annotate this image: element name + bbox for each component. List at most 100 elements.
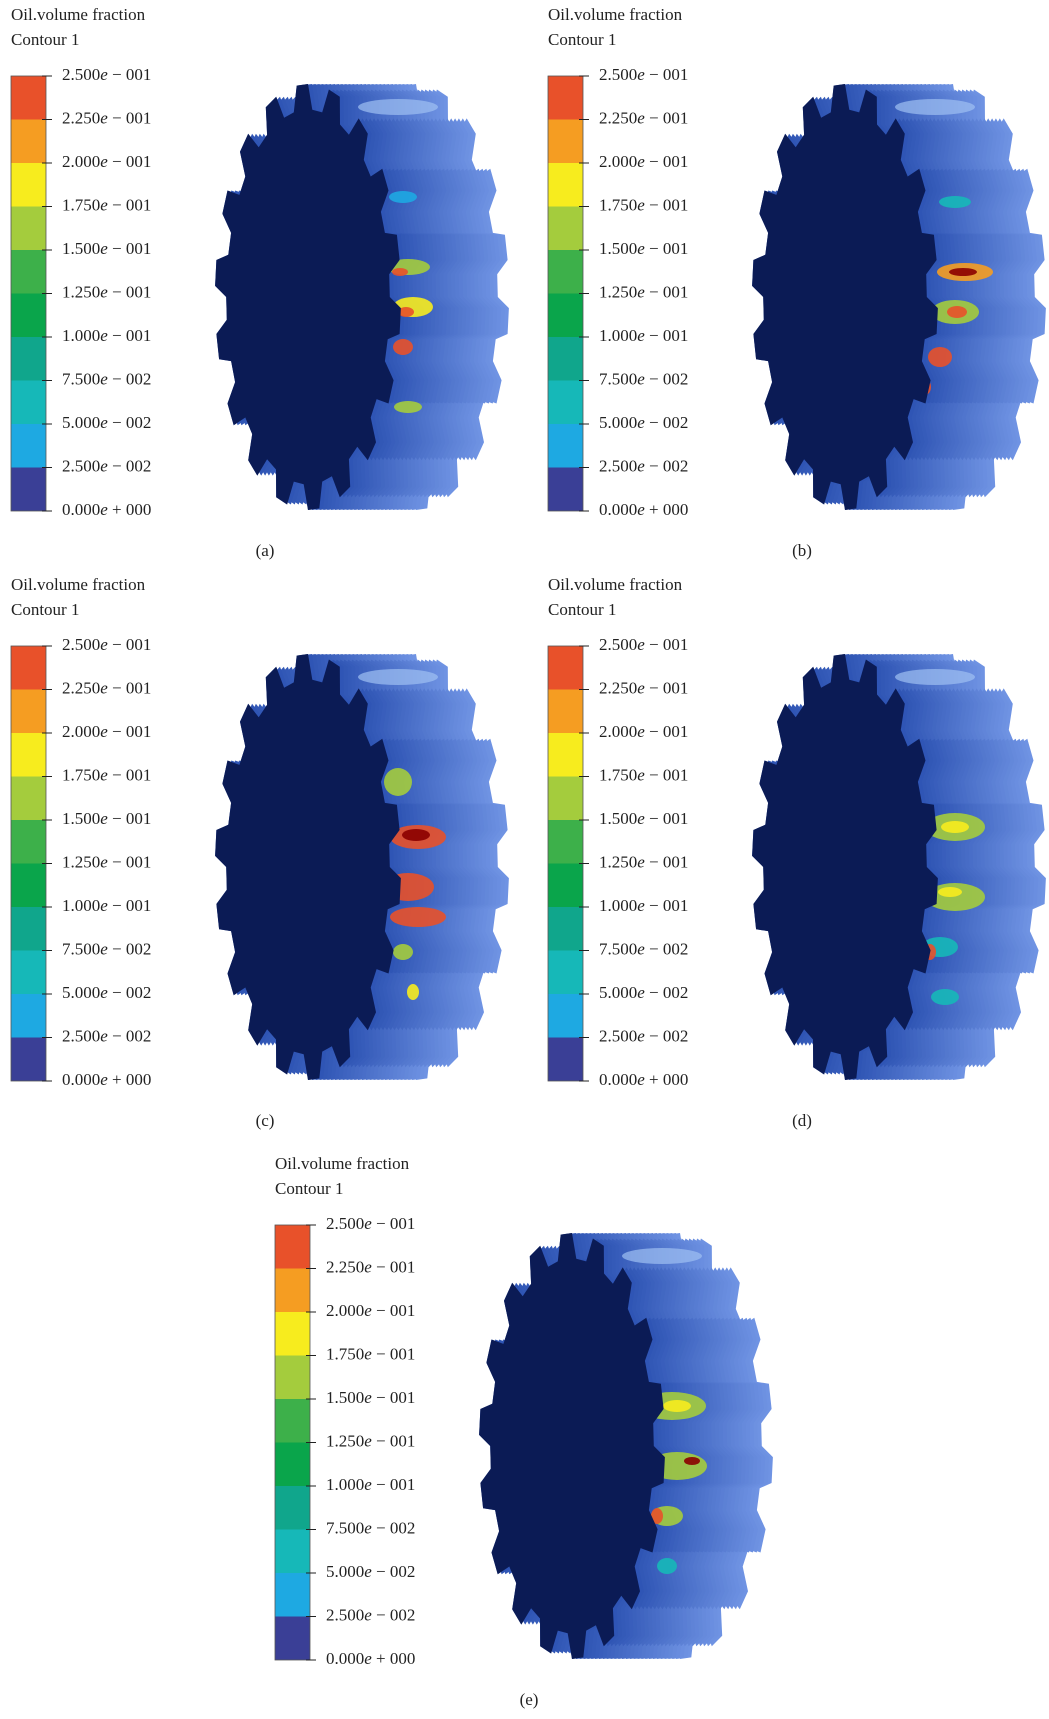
colorbar-segment: [11, 207, 46, 251]
oil-patch: [402, 829, 430, 841]
colorbar-label: 2.500e − 002: [62, 456, 151, 475]
oil-patch: [941, 821, 969, 833]
colorbar-segment: [548, 864, 583, 908]
oil-patch: [393, 339, 413, 355]
colorbar-label: 2.250e − 001: [326, 1257, 415, 1276]
colorbar-segment: [11, 424, 46, 468]
oil-patch: [928, 347, 952, 367]
colorbar-label: 2.500e − 001: [326, 1214, 415, 1233]
legend-title: Oil.volume fraction: [275, 1154, 410, 1173]
colorbar-label: 2.250e − 001: [599, 108, 688, 127]
colorbar-label: 2.000e − 001: [62, 722, 151, 741]
colorbar-label: 0.000e + 000: [62, 1070, 151, 1089]
colorbar-segment: [275, 1399, 310, 1443]
oil-patch: [931, 989, 959, 1005]
colorbar-segment: [11, 820, 46, 864]
colorbar-label: 0.000e + 000: [62, 500, 151, 519]
colorbar-segment: [548, 994, 583, 1038]
colorbar-label: 2.500e − 002: [62, 1026, 151, 1045]
colorbar-label: 1.750e − 001: [62, 765, 151, 784]
colorbar-segment: [548, 777, 583, 821]
colorbar-segment: [548, 951, 583, 995]
caption: (e): [520, 1690, 539, 1709]
oil-patch: [389, 191, 417, 203]
colorbar-label: 1.250e − 001: [599, 852, 688, 871]
colorbar-segment: [548, 337, 583, 381]
colorbar-segment: [11, 690, 46, 734]
panel: Oil.volume fractionContour 12.500e − 001…: [275, 1154, 773, 1709]
colorbar-label: 1.500e − 001: [326, 1388, 415, 1407]
colorbar-segment: [548, 207, 583, 251]
colorbar-segment: [548, 820, 583, 864]
colorbar-label: 2.250e − 001: [62, 678, 151, 697]
colorbar-label: 2.000e − 001: [599, 722, 688, 741]
colorbar-segment: [275, 1356, 310, 1400]
colorbar-segment: [548, 424, 583, 468]
legend-title: Contour 1: [548, 30, 616, 49]
colorbar-segment: [275, 1312, 310, 1356]
colorbar-segment: [548, 120, 583, 164]
colorbar-segment: [11, 250, 46, 294]
gear-highlight: [358, 99, 438, 115]
colorbar-label: 2.000e − 001: [599, 152, 688, 171]
colorbar-label: 1.500e − 001: [599, 239, 688, 258]
colorbar-segment: [11, 646, 46, 690]
oil-patch: [390, 907, 446, 927]
legend-title: Contour 1: [11, 30, 79, 49]
colorbar-label: 7.500e − 002: [62, 939, 151, 958]
colorbar-label: 2.000e − 001: [326, 1301, 415, 1320]
oil-patch: [394, 401, 422, 413]
colorbar-label: 7.500e − 002: [599, 939, 688, 958]
colorbar-segment: [275, 1269, 310, 1313]
oil-patch: [947, 306, 967, 318]
colorbar-label: 1.000e − 001: [599, 326, 688, 345]
oil-patch: [938, 887, 962, 897]
colorbar-label: 7.500e − 002: [599, 369, 688, 388]
figure: Oil.volume fraction Contour 1 2.500e − 001…: [0, 0, 1049, 1719]
colorbar-segment: [548, 733, 583, 777]
legend-title: Contour 1: [548, 600, 616, 619]
colorbar-label: 1.000e − 001: [599, 896, 688, 915]
colorbar-segment: [11, 163, 46, 207]
colorbar-label: 5.000e − 002: [326, 1562, 415, 1581]
colorbar-label: 2.250e − 001: [599, 678, 688, 697]
oil-patch: [384, 768, 412, 796]
colorbar-segment: [11, 907, 46, 951]
colorbar-label: 2.500e − 002: [326, 1605, 415, 1624]
colorbar-segment: [548, 468, 583, 512]
colorbar-label: 5.000e − 002: [599, 983, 688, 1002]
oil-patch: [393, 944, 413, 960]
colorbar-segment: [548, 690, 583, 734]
oil-patch: [657, 1558, 677, 1574]
gear-highlight: [622, 1248, 702, 1264]
colorbar-segment: [548, 1038, 583, 1082]
caption: (d): [792, 1111, 812, 1130]
colorbar-segment: [11, 864, 46, 908]
oil-patch: [392, 268, 408, 276]
colorbar-segment: [11, 337, 46, 381]
colorbar-label: 1.250e − 001: [62, 852, 151, 871]
caption: (a): [256, 541, 275, 560]
colorbar-label: 1.750e − 001: [599, 765, 688, 784]
legend-title: Oil.volume fraction: [11, 575, 146, 594]
colorbar-segment: [275, 1486, 310, 1530]
colorbar-segment: [11, 777, 46, 821]
colorbar-segment: [11, 994, 46, 1038]
oil-patch: [684, 1457, 700, 1465]
oil-patch: [663, 1400, 691, 1412]
colorbar-label: 7.500e − 002: [326, 1518, 415, 1537]
legend-title: Contour 1: [11, 600, 79, 619]
legend-title: Oil.volume fraction: [11, 5, 146, 24]
colorbar-label: 1.750e − 001: [599, 195, 688, 214]
colorbar-label: 2.500e − 002: [599, 456, 688, 475]
colorbar-label: 7.500e − 002: [62, 369, 151, 388]
colorbar-label: 1.500e − 001: [599, 809, 688, 828]
colorbar-label: 0.000e + 000: [326, 1649, 415, 1668]
colorbar-segment: [275, 1573, 310, 1617]
colorbar-segment: [548, 163, 583, 207]
colorbar-label: 1.000e − 001: [326, 1475, 415, 1494]
colorbar-segment: [11, 381, 46, 425]
